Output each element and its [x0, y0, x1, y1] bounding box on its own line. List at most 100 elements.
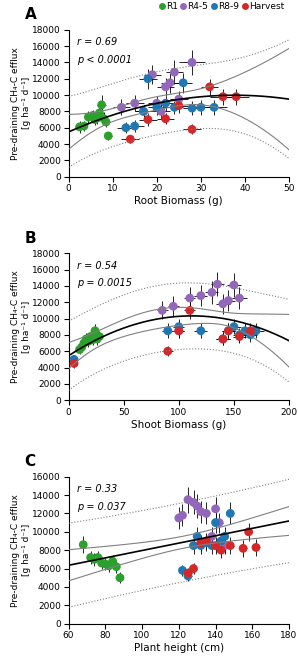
Point	[163, 114, 168, 124]
Point	[198, 325, 203, 336]
Point	[163, 98, 168, 108]
Point	[159, 106, 164, 117]
Point	[190, 103, 194, 114]
Point	[241, 543, 246, 554]
Point	[187, 293, 192, 304]
Point	[207, 82, 212, 92]
Point	[209, 541, 214, 551]
Point	[176, 94, 181, 104]
Point	[88, 552, 93, 563]
Point	[228, 508, 233, 519]
Point	[243, 325, 247, 336]
Point	[165, 346, 170, 356]
Point	[103, 558, 108, 569]
Point	[107, 560, 111, 571]
Point	[97, 108, 102, 118]
Point	[90, 335, 95, 345]
Point	[186, 568, 190, 578]
Point	[237, 331, 242, 342]
Point	[237, 329, 242, 340]
Point	[132, 121, 137, 131]
Point	[180, 565, 185, 576]
Point	[219, 536, 224, 546]
Point	[88, 331, 93, 342]
Text: C: C	[24, 454, 35, 469]
Point	[222, 531, 227, 542]
Point	[232, 321, 236, 332]
Point	[97, 331, 102, 342]
Point	[123, 123, 128, 133]
Y-axis label: Pre-draining CH₄-C efflux
[g ha⁻¹ d⁻¹]: Pre-draining CH₄-C efflux [g ha⁻¹ d⁻¹]	[11, 270, 31, 383]
Point	[195, 501, 200, 512]
Point	[154, 102, 159, 113]
Point	[180, 510, 185, 521]
Point	[99, 558, 104, 568]
Text: p = 0.0015: p = 0.0015	[77, 278, 132, 288]
Point	[82, 121, 86, 131]
Text: p = 0.037: p = 0.037	[77, 502, 126, 512]
Text: p < 0.0001: p < 0.0001	[77, 55, 132, 65]
Point	[84, 334, 89, 345]
Point	[198, 537, 203, 548]
Point	[93, 114, 97, 125]
Point	[72, 358, 76, 369]
Point	[95, 113, 100, 123]
Point	[110, 556, 115, 566]
Point	[222, 541, 227, 551]
Text: r = 0.33: r = 0.33	[77, 484, 118, 494]
Point	[118, 572, 122, 583]
Point	[213, 541, 218, 551]
Point	[195, 531, 200, 542]
Point	[198, 290, 203, 301]
Point	[172, 67, 177, 77]
Point	[204, 537, 209, 548]
Legend: R1, R4-5, R8-9, Harvest: R1, R4-5, R8-9, Harvest	[159, 2, 285, 11]
Point	[213, 517, 218, 528]
Point	[219, 545, 224, 556]
Point	[128, 134, 133, 145]
Point	[99, 100, 104, 110]
X-axis label: Root Biomass (g): Root Biomass (g)	[134, 196, 223, 206]
Point	[106, 131, 111, 141]
Point	[141, 106, 146, 117]
Point	[82, 338, 86, 348]
Point	[254, 325, 258, 336]
Point	[165, 325, 170, 336]
Point	[171, 301, 176, 312]
Point	[154, 98, 159, 108]
Point	[72, 354, 76, 365]
Point	[232, 280, 236, 290]
Point	[204, 508, 209, 519]
Point	[221, 334, 225, 345]
Point	[186, 494, 190, 505]
Point	[176, 513, 181, 523]
Point	[176, 325, 181, 336]
Point	[213, 504, 218, 514]
Point	[160, 305, 165, 315]
Point	[77, 121, 82, 132]
Point	[181, 77, 186, 88]
Point	[228, 541, 233, 551]
Point	[114, 562, 119, 572]
Point	[190, 57, 194, 68]
Point	[204, 536, 209, 546]
Point	[145, 73, 150, 84]
Point	[145, 114, 150, 125]
Point	[254, 542, 258, 552]
Point	[191, 563, 196, 574]
Point	[172, 102, 177, 113]
Point	[198, 506, 203, 517]
Point	[248, 325, 253, 336]
Point	[90, 110, 95, 121]
Point	[79, 342, 84, 352]
Point	[150, 69, 155, 80]
Point	[234, 91, 238, 102]
Point	[176, 321, 181, 332]
Text: r = 0.69: r = 0.69	[77, 37, 118, 47]
Point	[92, 554, 97, 565]
Point	[248, 329, 253, 340]
Point	[77, 345, 82, 355]
Point	[86, 336, 91, 346]
Point	[119, 102, 124, 113]
Point	[104, 117, 108, 127]
